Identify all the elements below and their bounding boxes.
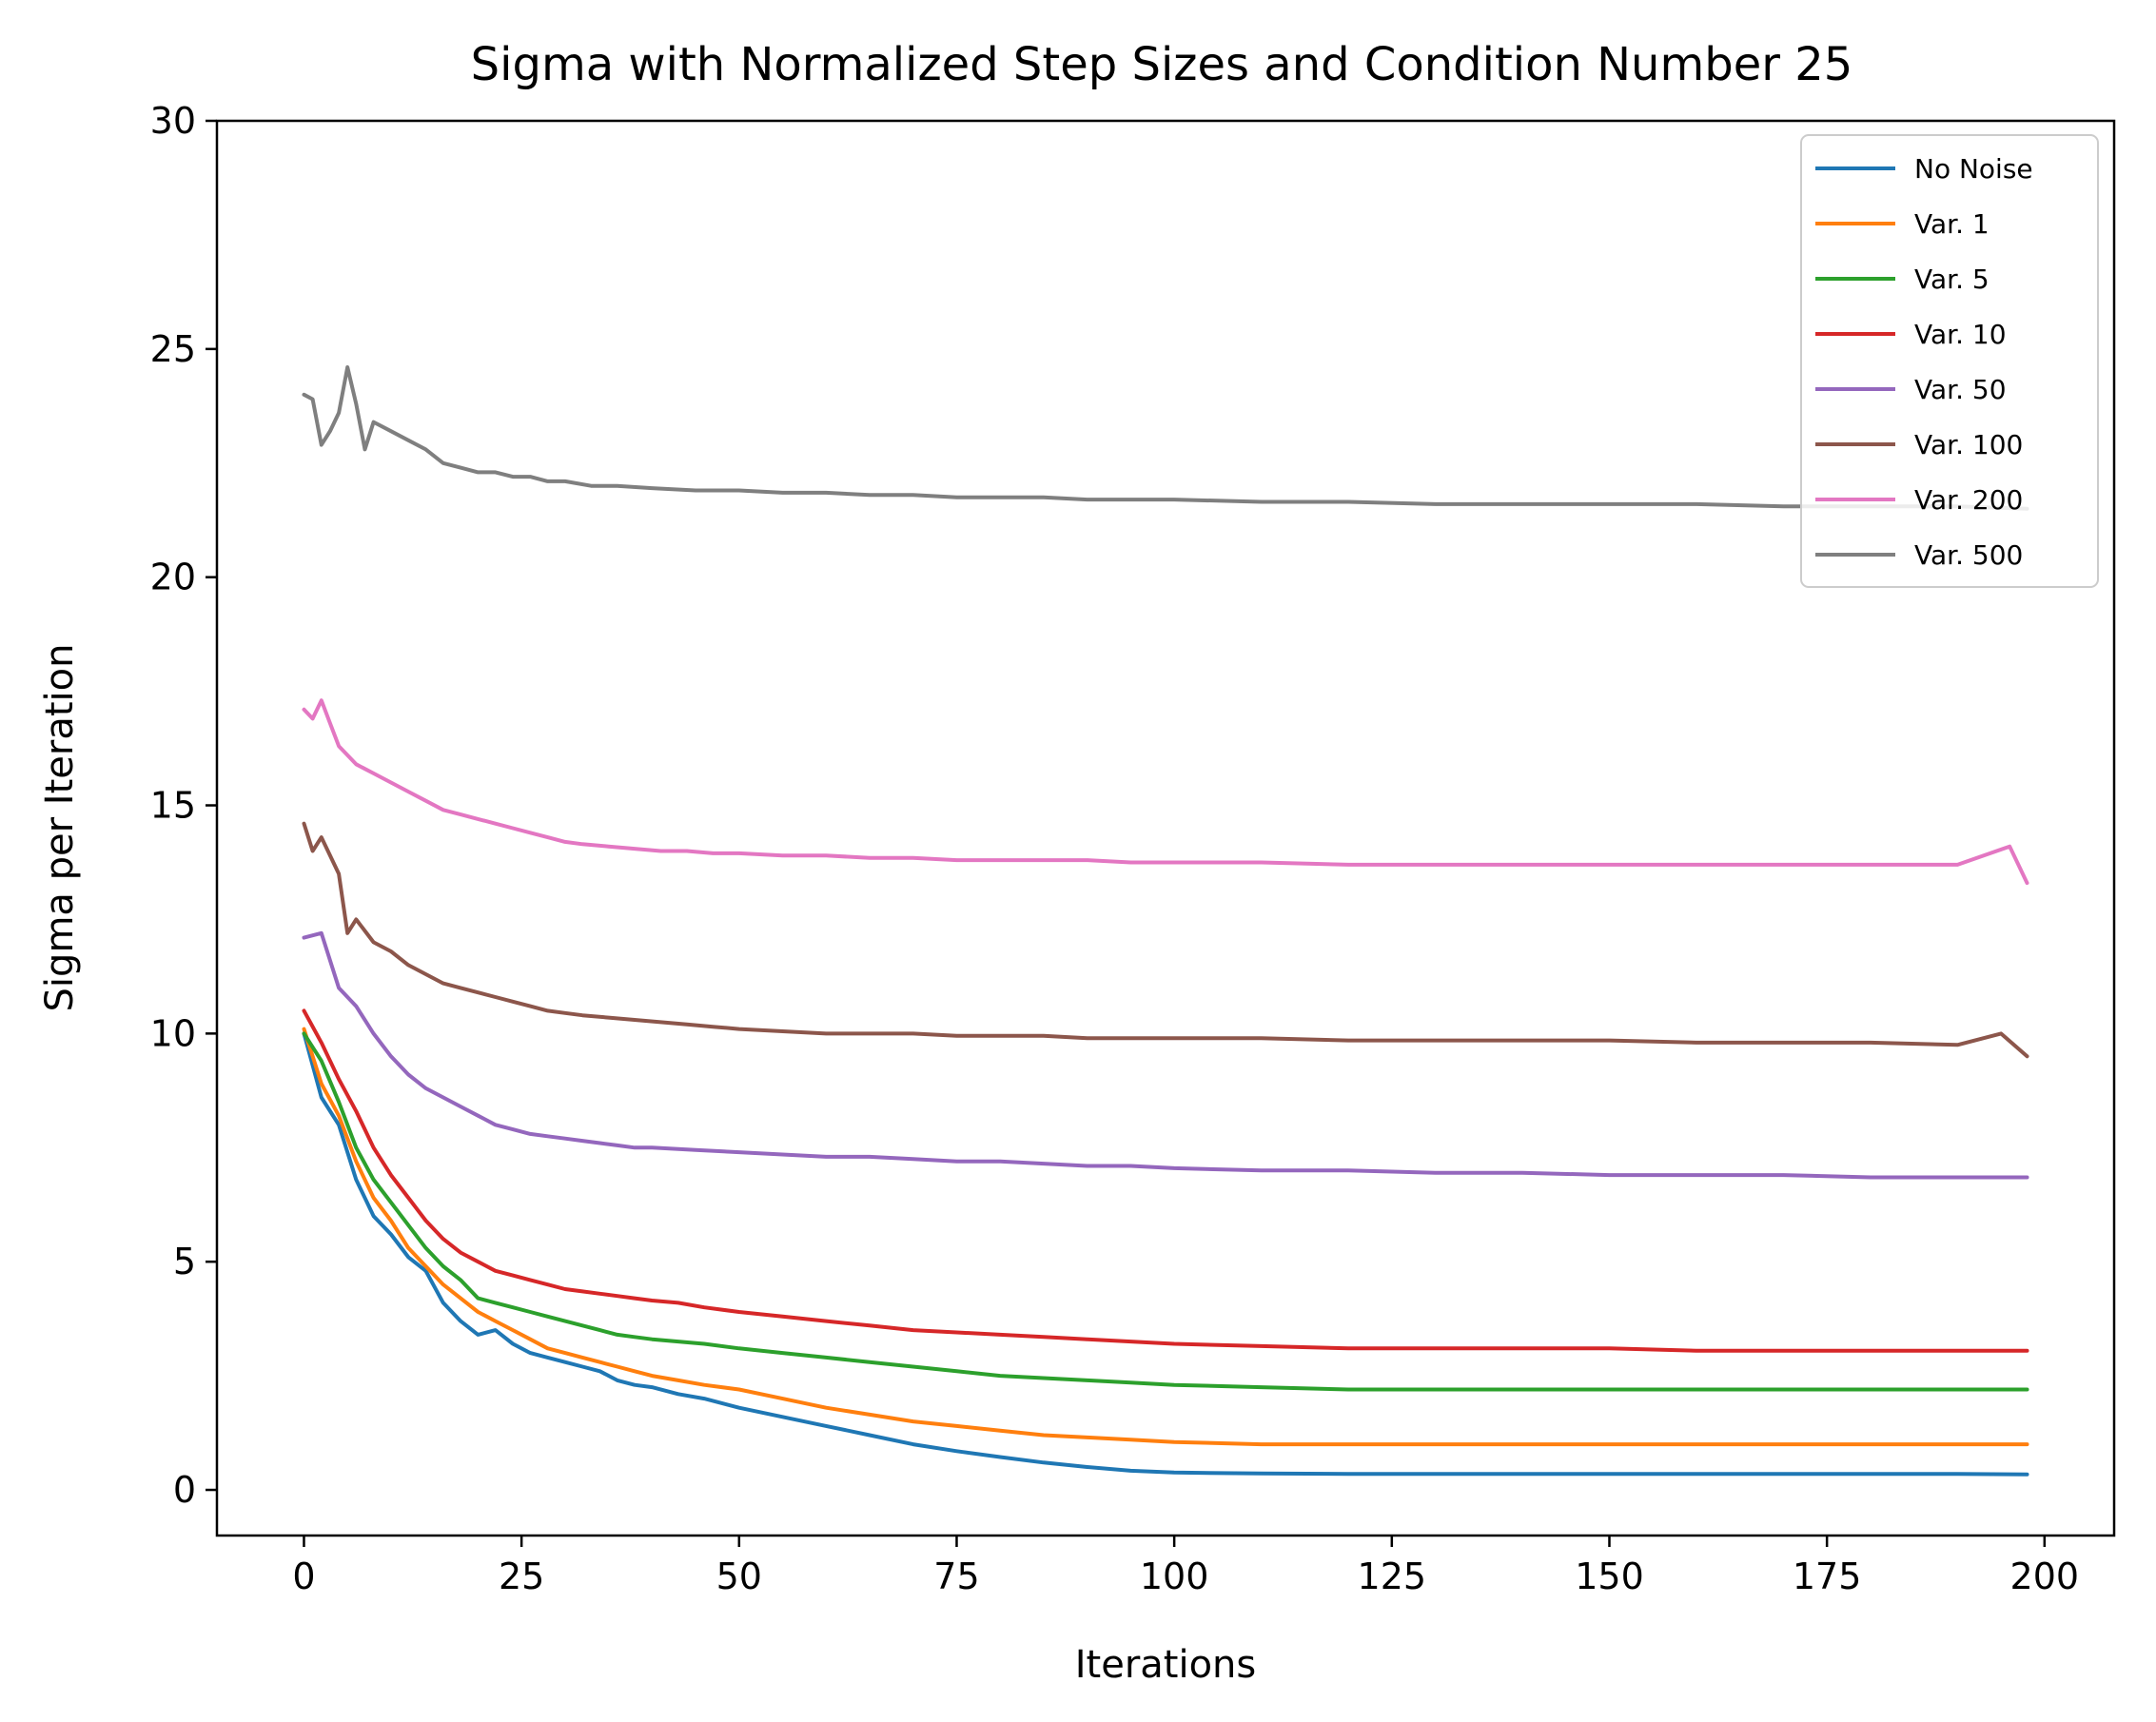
legend-label-0: No Noise (1914, 153, 2033, 185)
legend-label-2: Var. 5 (1914, 264, 1989, 295)
x-tick-label: 125 (1358, 1556, 1427, 1597)
x-tick-label: 50 (716, 1556, 762, 1597)
y-tick-label: 10 (150, 1012, 196, 1054)
series-line-2 (302, 1031, 2029, 1392)
x-tick-label: 75 (933, 1556, 979, 1597)
legend-label-3: Var. 10 (1914, 319, 2007, 350)
plot-area: 0 25 50 75 100 125 150 175 200 0 5 10 15 20 25 30 (150, 100, 2116, 1597)
x-tick-label: 100 (1140, 1556, 1209, 1597)
legend-label-5: Var. 100 (1914, 429, 2023, 460)
series-line-7 (302, 365, 2029, 511)
legend-items: No Noise Var. 1 Var. 5 Var. 10 Var. 50 Var. 1… (1815, 153, 2033, 571)
series-line-5 (302, 821, 2029, 1059)
legend-frame (1800, 134, 2099, 588)
series-line-1 (302, 1027, 2029, 1447)
series-line-4 (302, 930, 2029, 1180)
legend-label-1: Var. 1 (1914, 208, 1989, 240)
series-group (302, 365, 2029, 1477)
series-line-0 (302, 1031, 2029, 1477)
series-line-3 (302, 1008, 2029, 1353)
y-tick-label: 25 (150, 328, 196, 370)
y-tick-label: 5 (173, 1241, 196, 1282)
legend-label-4: Var. 50 (1914, 374, 2007, 405)
y-axis-label: Sigma per Iteration (38, 644, 82, 1012)
series-line-6 (302, 698, 2029, 886)
y-tick-label: 15 (150, 785, 196, 827)
x-tick-label: 0 (292, 1556, 315, 1597)
y-axis-ticks: 0 5 10 15 20 25 30 (150, 100, 217, 1511)
y-tick-label: 20 (150, 557, 196, 598)
x-tick-label: 150 (1575, 1556, 1644, 1597)
legend-label-7: Var. 500 (1914, 539, 2023, 571)
x-tick-label: 175 (1793, 1556, 1862, 1597)
axes-frame (215, 119, 2116, 1537)
legend-label-6: Var. 200 (1914, 484, 2023, 516)
x-tick-label: 200 (2010, 1556, 2080, 1597)
y-tick-label: 30 (150, 100, 196, 142)
x-axis-label: Iterations (1075, 1643, 1257, 1687)
x-axis-ticks: 0 25 50 75 100 125 150 175 200 (292, 1536, 2079, 1597)
x-tick-label: 25 (499, 1556, 544, 1597)
chart-title: Sigma with Normalized Step Sizes and Con… (471, 38, 1853, 91)
y-tick-label: 0 (173, 1469, 196, 1511)
legend: No Noise Var. 1 Var. 5 Var. 10 Var. 50 Var. 1… (1800, 134, 2099, 588)
